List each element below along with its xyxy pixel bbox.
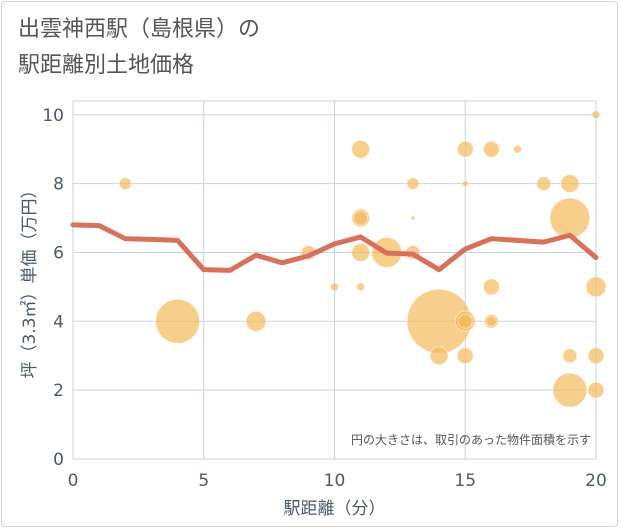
y-tick-label: 8 <box>53 175 64 195</box>
data-bubble <box>330 282 339 292</box>
y-tick-label: 10 <box>42 106 64 126</box>
y-axis-title: 坪（3.3㎡）単価（万円） <box>20 181 40 378</box>
data-bubble <box>552 372 588 408</box>
data-bubble <box>536 176 552 192</box>
chart-title-line-1: 出雲神西駅（島根県）の <box>18 17 261 42</box>
data-bubble <box>585 276 607 298</box>
y-tick-label: 6 <box>53 243 64 263</box>
data-bubble <box>351 139 371 159</box>
data-bubble <box>587 347 605 365</box>
data-bubble <box>456 347 474 365</box>
x-tick-label: 15 <box>454 471 476 491</box>
x-tick-label: 5 <box>198 471 209 491</box>
average-price-line <box>70 222 599 273</box>
data-bubble <box>456 140 474 158</box>
chart-annotation: 円の大きさは、取引のあった物件面積を示す <box>351 432 591 447</box>
data-bubble <box>410 215 416 221</box>
data-bubble <box>562 348 578 364</box>
x-axis-title: 駅距離（分） <box>284 499 386 519</box>
data-bubble <box>356 282 366 292</box>
data-bubble <box>587 381 605 399</box>
x-tick-label: 10 <box>324 471 346 491</box>
x-tick-label: 20 <box>585 471 607 491</box>
x-tick-label: 0 <box>68 471 79 491</box>
data-bubble <box>155 298 201 344</box>
y-tick-label: 4 <box>53 312 64 332</box>
data-bubble <box>513 144 523 154</box>
chart-title: 出雲神西駅（島根県）の 駅距離別土地価格 <box>18 12 260 84</box>
y-tick-label: 0 <box>53 450 64 470</box>
data-bubble <box>353 210 369 226</box>
data-bubble <box>429 346 449 366</box>
data-bubble <box>461 180 469 188</box>
data-bubble <box>482 140 500 158</box>
data-bubble <box>351 242 371 262</box>
data-bubble <box>560 174 580 194</box>
data-bubble <box>457 313 473 329</box>
y-tick-label: 2 <box>53 381 64 401</box>
chart-title-line-2: 駅距離別土地価格 <box>18 53 195 78</box>
data-bubble <box>118 177 132 191</box>
data-bubble <box>245 310 267 332</box>
data-bubble <box>549 197 591 239</box>
data-bubble <box>591 110 601 120</box>
data-bubble <box>482 278 500 296</box>
data-bubble <box>485 315 497 327</box>
data-bubble <box>406 177 420 191</box>
